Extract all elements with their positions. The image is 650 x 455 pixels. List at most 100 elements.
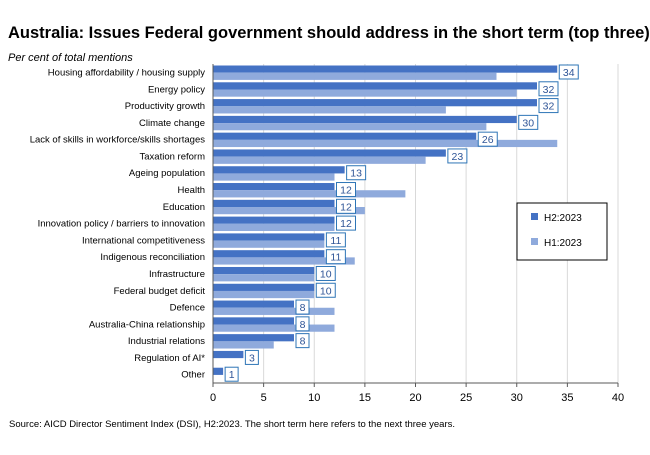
- data-label: 34: [563, 67, 575, 79]
- bar-h2-2023: [213, 283, 315, 291]
- data-label-box: [346, 165, 367, 181]
- data-label-box: [336, 182, 356, 198]
- bar-h2-2023: [213, 166, 345, 174]
- bar-h2-2023: [213, 82, 537, 90]
- bar-h2-2023: [213, 65, 558, 73]
- bar-h2-2023: [213, 334, 294, 342]
- bar-h2-2023: [213, 216, 335, 224]
- bar-h2-2023: [213, 99, 537, 107]
- bar-h1-2023: [213, 223, 335, 232]
- data-label: 11: [330, 235, 341, 247]
- category-label: Energy policy: [148, 84, 205, 95]
- data-label: 8: [300, 336, 306, 348]
- data-label: 10: [320, 268, 332, 280]
- x-tick-label: 10: [308, 392, 320, 404]
- data-label: 32: [543, 101, 555, 113]
- data-label-box: [336, 215, 356, 231]
- legend-label-h1-2023: H1:2023: [544, 238, 582, 249]
- category-label: Industrial relations: [128, 336, 205, 347]
- data-label-box: [295, 333, 310, 349]
- bar-h2-2023: [213, 115, 517, 124]
- bar-h2-2023: [213, 233, 325, 241]
- bar-h1-2023: [213, 89, 517, 97]
- data-label-box: [224, 366, 239, 382]
- category-label: Other: [181, 370, 205, 381]
- data-label-box: [518, 114, 539, 130]
- data-label: 13: [350, 168, 362, 180]
- chart-subtitle: Per cent of total mentions: [8, 52, 133, 64]
- data-label-box: [295, 316, 310, 332]
- data-label: 3: [249, 352, 255, 364]
- legend-swatch-h2-2023: [531, 213, 538, 220]
- data-label-box: [558, 64, 579, 80]
- legend-label-h2-2023: H2:2023: [544, 213, 582, 224]
- category-label: Housing affordability / housing supply: [48, 68, 205, 79]
- data-label: 12: [340, 218, 352, 230]
- bar-h1-2023: [213, 156, 426, 164]
- x-tick-label: 15: [359, 392, 371, 404]
- source-note: Source: AICD Director Sentiment Index (D…: [9, 419, 455, 430]
- data-label-box: [538, 81, 559, 97]
- category-label: Australia-China relationship: [89, 319, 205, 330]
- data-label-box: [315, 265, 336, 281]
- legend-box: [516, 202, 608, 261]
- category-label: Health: [178, 185, 205, 196]
- data-label-box: [244, 349, 259, 365]
- data-label-box: [295, 299, 310, 315]
- category-label: Indigenous reconciliation: [100, 252, 205, 263]
- bar-h2-2023: [213, 367, 224, 375]
- data-label: 12: [340, 201, 352, 213]
- data-label: 8: [300, 319, 306, 331]
- category-label: Ageing population: [129, 168, 205, 179]
- bar-h1-2023: [213, 72, 497, 80]
- x-tick-label: 35: [561, 392, 573, 404]
- bar-h1-2023: [213, 290, 315, 299]
- data-label: 32: [543, 84, 555, 96]
- category-label: Productivity growth: [125, 101, 205, 112]
- category-label: Innovation policy / barriers to innovati…: [38, 219, 205, 230]
- data-label: 30: [522, 117, 534, 129]
- bar-h2-2023: [213, 300, 294, 308]
- data-label-box: [447, 148, 468, 164]
- bar-h2-2023: [213, 317, 294, 325]
- data-label: 12: [340, 185, 352, 197]
- chart-title: Australia: Issues Federal government sho…: [8, 24, 650, 42]
- category-label: International competitiveness: [82, 235, 205, 246]
- x-tick-label: 30: [511, 392, 523, 404]
- bar-h1-2023: [213, 240, 325, 248]
- bar-h1-2023: [213, 123, 487, 131]
- legend-swatch-h1-2023: [531, 238, 538, 245]
- category-label: Education: [163, 202, 205, 213]
- data-label-box: [325, 232, 346, 248]
- bar-h1-2023: [213, 274, 315, 282]
- data-label: 8: [300, 302, 306, 314]
- x-tick-label: 20: [409, 392, 421, 404]
- data-label-box: [325, 249, 346, 265]
- bar-h2-2023: [213, 350, 244, 359]
- category-label: Infrastructure: [149, 269, 205, 280]
- x-tick-label: 40: [612, 392, 624, 404]
- bar-h2-2023: [213, 132, 477, 140]
- data-label: 23: [452, 151, 464, 163]
- bar-h1-2023: [213, 207, 365, 215]
- bar-h2-2023: [213, 149, 446, 157]
- data-label-box: [477, 131, 498, 147]
- category-label: Regulation of AI*: [134, 353, 205, 364]
- bar-h1-2023: [213, 106, 446, 114]
- data-label: 26: [482, 134, 494, 146]
- category-label: Climate change: [139, 118, 205, 129]
- x-tick-label: 25: [460, 392, 472, 404]
- bar-h1-2023: [213, 257, 355, 265]
- bar-h2-2023: [213, 250, 325, 258]
- bar-h2-2023: [213, 266, 315, 275]
- data-label: 1: [229, 369, 235, 381]
- category-label: Lack of skills in workforce/skills short…: [30, 135, 206, 146]
- x-tick-label: 5: [261, 392, 267, 404]
- x-tick-label: 0: [210, 392, 216, 404]
- data-label-box: [315, 282, 336, 298]
- bar-h2-2023: [213, 183, 335, 191]
- category-label: Defence: [170, 303, 205, 314]
- bar-h1-2023: [213, 341, 274, 349]
- bar-h1-2023: [213, 324, 335, 332]
- bar-h1-2023: [213, 139, 558, 148]
